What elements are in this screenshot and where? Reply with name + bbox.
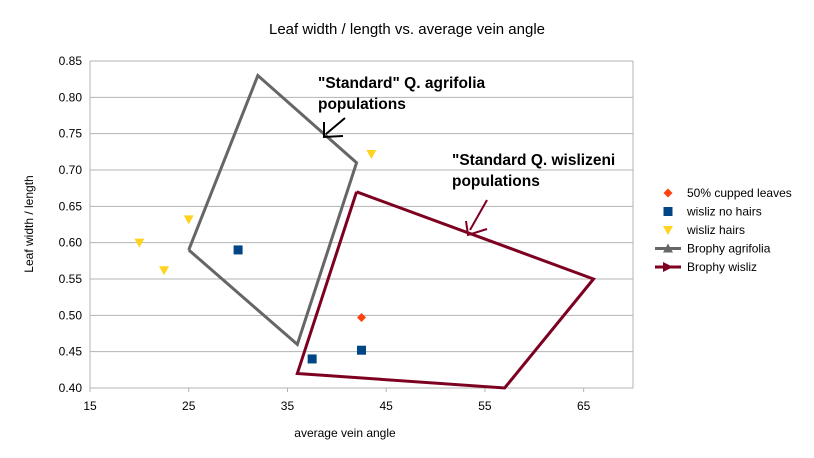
y-tick-label: 0.45 bbox=[59, 345, 83, 359]
data-point bbox=[233, 245, 243, 255]
series-1 bbox=[357, 313, 366, 323]
data-point bbox=[357, 345, 366, 355]
data-point bbox=[159, 266, 170, 276]
legend-marker bbox=[663, 188, 673, 198]
legend-marker bbox=[663, 243, 673, 253]
y-tick-label: 0.75 bbox=[59, 127, 83, 141]
x-tick-label: 65 bbox=[577, 399, 591, 413]
chart-title: Leaf width / length vs. average vein ang… bbox=[269, 21, 545, 38]
legend-marker bbox=[663, 226, 673, 235]
x-tick-label: 35 bbox=[281, 399, 295, 413]
series-line bbox=[295, 190, 597, 390]
y-tick-label: 0.40 bbox=[59, 381, 83, 395]
series-5 bbox=[295, 190, 597, 390]
legend-label: wisliz no hairs bbox=[686, 205, 762, 219]
series-4 bbox=[187, 72, 359, 348]
annotation-2: "Standard Q. wislizeni populations bbox=[452, 152, 615, 190]
y-tick-label: 0.60 bbox=[59, 236, 83, 250]
y-tick-label: 0.70 bbox=[59, 163, 83, 177]
annotations: "Standard" Q. agrifoliapopulations"Stand… bbox=[318, 75, 615, 237]
annotation-1: "Standard" Q. agrifolia populations bbox=[318, 75, 486, 113]
arrow-shaft bbox=[325, 117, 346, 135]
x-tick-label: 15 bbox=[83, 399, 97, 413]
legend-marker bbox=[663, 262, 673, 272]
legend-item-3: wisliz hairs bbox=[663, 223, 745, 237]
tick-labels: 0.40 0.45 0.50 0.55 0.60 0.65 0.70 0.75 0.80 0.85… bbox=[59, 54, 591, 413]
series-2 bbox=[233, 245, 366, 364]
legend-item-2: wisliz no hairs bbox=[663, 205, 762, 219]
annotation-text: populations bbox=[318, 96, 406, 113]
annotation-text: populations bbox=[452, 173, 540, 190]
x-tick-label: 55 bbox=[478, 399, 492, 413]
legend-label: wisliz hairs bbox=[686, 223, 745, 237]
series-line bbox=[187, 72, 359, 348]
data-series bbox=[134, 72, 597, 390]
arrow-head bbox=[465, 220, 488, 237]
x-axis-title: average vein angle bbox=[294, 426, 396, 440]
annotation-text: "Standard" Q. agrifolia bbox=[318, 75, 486, 92]
y-tick-label: 0.50 bbox=[59, 308, 83, 322]
legend-item-4: Brophy agrifolia bbox=[655, 242, 771, 256]
y-tick-label: 0.85 bbox=[59, 54, 83, 68]
data-point bbox=[134, 238, 145, 248]
arrow-shaft bbox=[469, 199, 488, 231]
x-tick-label: 25 bbox=[182, 399, 196, 413]
legend-label: 50% cupped leaves bbox=[687, 186, 792, 200]
data-point bbox=[307, 354, 317, 364]
y-tick-label: 0.65 bbox=[59, 199, 83, 213]
arrow-head bbox=[323, 122, 344, 139]
legend-marker bbox=[663, 207, 673, 216]
legend-item-5: Brophy wisliz bbox=[655, 260, 757, 274]
legend: 50% cupped leaves wisliz no hairs wisliz h… bbox=[655, 186, 792, 274]
annotation-arrow-agrifolia bbox=[323, 117, 346, 139]
annotation-arrow-wislizeni bbox=[465, 199, 488, 237]
data-point bbox=[357, 313, 366, 323]
data-point bbox=[183, 215, 194, 225]
data-point bbox=[366, 150, 377, 160]
legend-label: Brophy agrifolia bbox=[687, 242, 771, 256]
axes bbox=[89, 61, 634, 392]
x-tick-label: 45 bbox=[380, 399, 394, 413]
y-tick-label: 0.55 bbox=[59, 272, 83, 286]
gridlines bbox=[90, 60, 633, 389]
legend-item-1: 50% cupped leaves bbox=[663, 186, 792, 200]
y-axis-title: Leaf width / length bbox=[22, 175, 36, 272]
legend-label: Brophy wisliz bbox=[687, 260, 757, 274]
y-tick-label: 0.80 bbox=[59, 90, 83, 104]
series-3 bbox=[134, 150, 377, 276]
annotation-text: "Standard Q. wislizeni bbox=[452, 152, 615, 169]
